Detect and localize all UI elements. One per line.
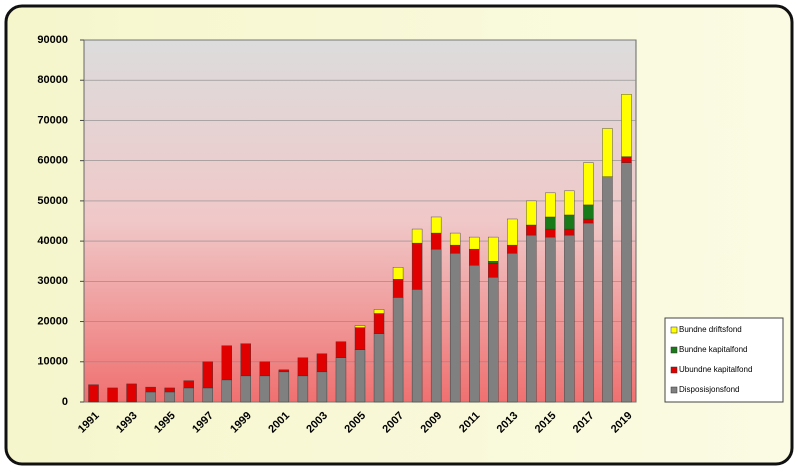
bar-segment <box>583 204 594 220</box>
y-tick-label: 40000 <box>37 235 68 247</box>
legend-swatch <box>670 346 678 354</box>
bar-segment <box>526 224 537 236</box>
bar-segment <box>183 380 194 389</box>
bar-segment <box>164 387 175 393</box>
y-tick-label: 0 <box>62 396 68 408</box>
y-tick-label: 70000 <box>37 114 68 126</box>
bar-segment <box>335 357 347 403</box>
bar-segment <box>297 357 309 377</box>
bar-segment <box>449 252 461 403</box>
y-tick-label: 80000 <box>37 74 68 86</box>
bar-segment <box>316 353 328 373</box>
bar-segment <box>545 216 556 230</box>
bar-segment <box>392 279 404 298</box>
bar-segment <box>621 162 632 403</box>
y-tick-label: 60000 <box>37 155 68 167</box>
bar-segment <box>545 192 556 218</box>
bar-segment <box>488 236 499 262</box>
bar-segment <box>411 228 423 244</box>
bar-segment <box>564 214 575 230</box>
bar-segment <box>507 252 518 403</box>
legend-label: Disposisjonsfond <box>679 385 739 394</box>
bar-segment <box>278 369 290 373</box>
y-tick-label: 90000 <box>37 34 68 46</box>
bar-segment <box>488 277 499 403</box>
bar-segment <box>297 375 309 403</box>
bar-segment <box>221 379 232 403</box>
bar-segment <box>126 383 137 403</box>
bar-segment <box>240 375 251 403</box>
bar-segment <box>240 343 251 377</box>
bar-segment <box>430 232 442 250</box>
bar-segment <box>469 248 480 266</box>
bar-segment <box>259 375 271 403</box>
bar-segment <box>411 289 423 403</box>
bar-segment <box>564 234 575 403</box>
bar-segment <box>545 236 556 403</box>
legend-label: Ubundne kapitalfond <box>679 365 752 374</box>
bar-segment <box>507 244 518 254</box>
bar-segment <box>392 297 404 403</box>
legend-label: Bundne driftsfond <box>679 325 742 334</box>
bar-segment <box>145 391 156 403</box>
bar-segment <box>316 371 328 403</box>
legend-swatch <box>670 386 678 394</box>
y-tick-label: 10000 <box>37 356 68 368</box>
bar-segment <box>430 248 442 403</box>
bar-segment <box>259 361 271 377</box>
bar-segment <box>602 128 613 177</box>
bar-segment <box>564 190 575 216</box>
bar-segment <box>202 387 213 403</box>
y-tick-label: 50000 <box>37 195 68 207</box>
legend: Disposisjonsfond Ubundne kapitalfond Bundn… <box>664 317 784 403</box>
bar-segment <box>107 387 118 403</box>
bar-segment <box>278 371 290 403</box>
bar-segment <box>583 162 594 206</box>
legend-label: Bundne kapitalfond <box>679 345 748 354</box>
bar-segment <box>88 384 99 403</box>
bar-segment <box>564 228 575 236</box>
y-tick-label: 20000 <box>37 315 68 327</box>
bar-segment <box>202 361 213 389</box>
bar-segment <box>164 391 175 403</box>
bar-segment <box>221 345 232 381</box>
bar-segment <box>526 234 537 403</box>
bar-segment <box>373 309 385 314</box>
legend-swatch <box>670 326 678 334</box>
bar-segment <box>469 236 480 250</box>
bar-segment <box>545 228 556 238</box>
bar-segment <box>583 222 594 403</box>
bar-segment <box>354 349 366 403</box>
bar-segment <box>526 200 537 226</box>
bar-segment <box>583 218 594 224</box>
legend-swatch <box>670 366 678 374</box>
bar-segment <box>488 263 499 278</box>
bar-segment <box>411 242 423 290</box>
bar-segment <box>145 386 156 393</box>
y-tick-label: 30000 <box>37 275 68 287</box>
bar-segment <box>507 218 518 246</box>
bar-segment <box>183 387 194 403</box>
bar-segment <box>373 333 385 403</box>
bar-segment <box>488 261 499 264</box>
bar-segment <box>354 325 366 328</box>
bar-segment <box>449 232 461 246</box>
bar-segment <box>373 313 385 334</box>
bar-segment <box>392 267 404 280</box>
bar-segment <box>602 176 613 403</box>
bar-segment <box>469 265 480 403</box>
legend-box <box>664 317 784 403</box>
bar-segment <box>430 216 442 234</box>
bar-segment <box>621 94 632 157</box>
bar-segment <box>621 156 632 163</box>
bar-segment <box>449 244 461 254</box>
bar-segment <box>335 341 347 358</box>
bar-segment <box>354 327 366 350</box>
